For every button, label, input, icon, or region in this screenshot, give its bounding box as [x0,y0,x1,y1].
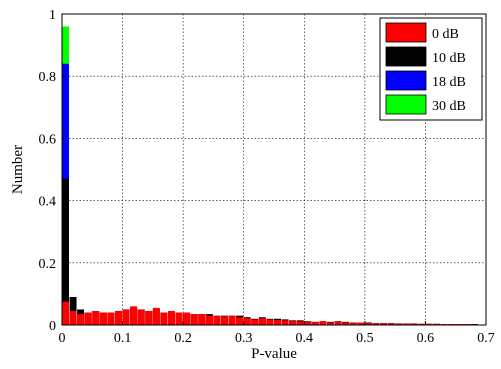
bar [357,322,365,325]
grid-lines [62,14,486,325]
bar [387,323,395,325]
bar [77,314,85,325]
bar [258,318,266,325]
bar [175,312,183,325]
y-tick-label: 0.2 [39,257,57,272]
bar [137,309,145,325]
x-tick-label: 0.5 [356,331,374,346]
bar [380,323,387,325]
bar [334,321,342,325]
y-tick-label: 0.8 [39,70,57,85]
bar [92,311,100,325]
bar [69,311,77,325]
bar [402,323,410,325]
bar [304,321,312,325]
bar [349,322,357,325]
bar [130,306,138,325]
bar [296,321,304,325]
bar [84,312,92,325]
x-tick-label: 0.4 [296,331,314,346]
bar [289,320,297,325]
bar [107,312,115,325]
bar [160,312,168,325]
x-tick-label: 0 [59,331,66,346]
bar [168,311,175,325]
bar [243,318,251,325]
plot-frame [61,13,487,326]
legend-label: 0 dB [432,27,459,42]
bar [145,311,153,325]
bar [281,320,289,325]
bar [395,323,403,325]
bar [213,315,221,325]
legend-label: 30 dB [432,99,466,114]
bar [62,178,69,325]
bar [190,314,198,325]
bar [205,315,213,325]
legend: 0 dB 10 dB 18 dB 30 dB [379,17,483,121]
bar [425,323,433,325]
x-tick-label: 0.2 [174,331,192,346]
bar [274,320,281,325]
legend-swatch [385,70,427,91]
bar [122,309,130,325]
legend-label: 18 dB [432,75,466,90]
bar [99,312,107,325]
bar [183,312,191,325]
legend-swatch [385,46,427,67]
y-tick-label: 0.4 [39,195,57,210]
x-tick-label: 0.1 [114,331,132,346]
bar [342,322,350,325]
series-0-db [62,301,478,325]
bar [62,301,69,325]
x-tick-label: 0.6 [417,331,435,346]
bar [410,323,418,325]
bar [364,323,372,325]
bar [221,316,228,325]
y-tick-label: 0 [49,319,56,334]
bar [372,323,380,325]
y-axis-label: Number [10,145,26,194]
bar [327,322,334,325]
x-tick-label: 0.7 [477,331,495,346]
y-tick-label: 1 [49,8,56,23]
bar [266,319,274,325]
bar [228,315,236,325]
legend-swatch [385,94,427,115]
bar [251,319,259,325]
legend-swatch [385,22,427,43]
bar [152,307,160,325]
legend-label: 10 dB [432,51,466,66]
axis-ticks: 0 0.1 0.2 0.3 0.4 0.5 0.6 0.7 0 0.2 0.4 0.6 0.8 1 [39,8,495,346]
bar [115,311,122,325]
x-tick-label: 0.3 [235,331,253,346]
bar [198,314,206,325]
bar [236,317,244,325]
bar [311,321,319,325]
y-tick-label: 0.6 [39,132,57,147]
x-axis-label: P-value [251,346,297,362]
bar [319,321,327,325]
